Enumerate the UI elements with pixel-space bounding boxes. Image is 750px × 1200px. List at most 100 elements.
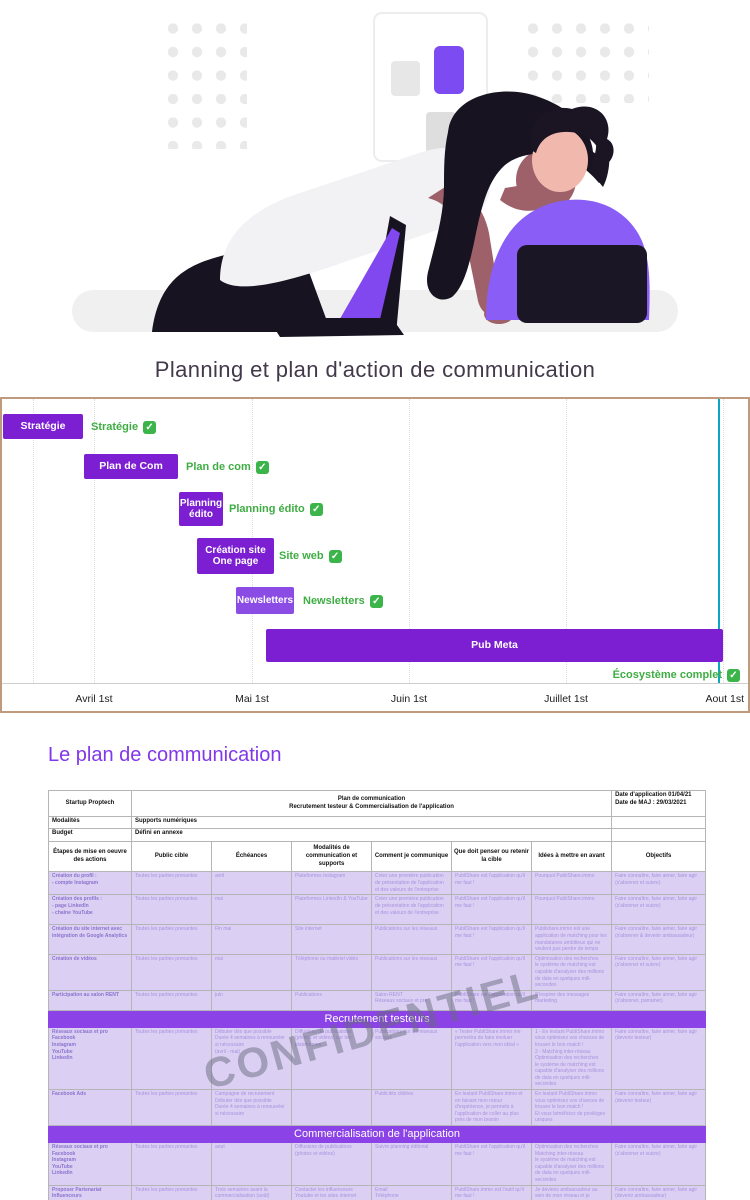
table-row: Budget Défini en annexe <box>48 828 707 842</box>
table-cell: Site internet <box>291 924 372 955</box>
gantt-milestone-ecosysteme: Écosystème complet ✓ <box>613 667 740 683</box>
gantt-bar-planning-edito: Planning édito <box>179 492 223 526</box>
table-cell: Diffusions de publications (photos et vi… <box>291 1026 372 1091</box>
table-row: Startup Proptech Plan de communication Re… <box>48 790 707 817</box>
table-cell: Création de vidéos <box>48 953 132 991</box>
table-cell: Diffusions de publications (photos et vi… <box>291 1142 372 1186</box>
table-cell: Optimisation des recherches Matching int… <box>530 1142 613 1186</box>
table-cell: Publications sur les réseaux sociaux <box>371 1026 452 1091</box>
gridline <box>723 399 724 683</box>
gantt-chart: Stratégie Plan de Com Planning édito Cré… <box>0 397 750 713</box>
status-label: Écosystème complet <box>612 669 722 681</box>
status-label: Planning édito <box>229 503 305 515</box>
x-tick-juillet: Juillet 1st <box>544 693 588 705</box>
table-cell: PubliShare est l'application qu'il me fa… <box>451 924 532 955</box>
table-row: Réseaux sociaux et pro Facebook Instagra… <box>48 1026 707 1091</box>
table-cell: Faire connaître, faire aimer, faire agir… <box>611 989 707 1011</box>
table-cell: mai <box>211 894 292 926</box>
table-cell: Toutes les parties prenantes <box>131 894 212 926</box>
table-cell: Faire connaître, faire aimer, faire agir… <box>611 1184 707 1200</box>
status-label: Stratégie <box>91 421 139 433</box>
table-cell: Débuter dès que possible Durée 4 semaine… <box>211 1026 292 1091</box>
page-title: Planning et plan d'action de communicati… <box>154 357 596 382</box>
gridline <box>566 399 567 683</box>
dots-grid-right <box>514 13 649 103</box>
table-cell: Plateformes Instagram <box>291 871 372 896</box>
table-title-cell: Plan de communication Recrutement testeu… <box>130 790 613 817</box>
table-cell: En testant PubliShare.immo et en faisant… <box>451 1089 532 1127</box>
meta-label-cell: Modalités <box>48 816 132 829</box>
gridline <box>409 399 410 683</box>
table-cell: PubliShare est l'application qu'il me fa… <box>451 953 532 991</box>
table-cell: Toutes les parties prenantes <box>131 1184 212 1200</box>
table-cell: aout <box>211 1142 292 1186</box>
table-row: Modalités Supports numériques <box>48 816 707 829</box>
table-cell: Création du site internet avec intégrati… <box>48 924 132 955</box>
table-row: Étapes de mise en oeuvre des actions Publ… <box>48 840 707 873</box>
table-cell: Suivre planning éditorial <box>371 1142 452 1186</box>
table-cell: Faire connaître, faire aimer, faire agir… <box>611 1026 707 1091</box>
table-cell: Téléphone ou matériel vidéo <box>291 953 372 991</box>
table-cell: avril <box>211 871 292 896</box>
table-cell: Email Téléphone Message privé <box>371 1184 452 1200</box>
table-cell: mai <box>211 953 292 991</box>
table-cell: 1 - En testant PubliShare.immo vous opti… <box>530 1026 613 1091</box>
section-heading: Le plan de communication <box>48 744 282 766</box>
column-header-cell: Idées à mettre en avant <box>530 840 613 873</box>
table-cell: En testant PubliShare.immo vous optimise… <box>530 1089 613 1127</box>
table-cell: PubliShare.immo est l'outil qu'il me fau… <box>451 1184 532 1200</box>
communication-plan: Startup Proptech Plan de communication Re… <box>47 790 707 1200</box>
table-cell: « Tester PubliShare.immo me permettra de… <box>451 1026 532 1091</box>
table-cell: juin <box>211 989 292 1011</box>
meta-value-cell: Supports numériques <box>130 816 613 829</box>
column-header-cell: Public cible <box>131 840 212 873</box>
table-cell: Campagne de recrutement Débuter dès que … <box>211 1089 292 1127</box>
dates-cell: Date d'application 01/04/21 Date de MAJ … <box>611 790 707 817</box>
table-row: Réseaux sociaux et pro Facebook Instagra… <box>48 1142 707 1186</box>
table-cell: Publicités ciblées <box>371 1089 452 1127</box>
table-cell: Plateformes LinkedIn & YouTube <box>291 894 372 926</box>
table-cell: Je deviens ambassadeur au sein de mon ré… <box>530 1184 613 1200</box>
today-marker-line <box>718 399 720 683</box>
gridline <box>33 399 34 683</box>
column-header-cell: Objectifs <box>611 840 707 873</box>
column-header-cell: Comment je communique <box>371 840 452 873</box>
laptop-right <box>517 245 647 323</box>
table-cell: Faire connaître, faire aimer, faire agir… <box>611 924 707 955</box>
table-cell: Faire connaître, faire aimer, faire agir… <box>611 953 707 991</box>
table-cell: Trois semaines avant la commercialisatio… <box>211 1184 292 1200</box>
table-cell: Faire connaître, faire aimer, faire agir… <box>611 871 707 896</box>
table-cell: Créer une première publication de présen… <box>371 871 452 896</box>
status-label: Site web <box>279 550 324 562</box>
table-row: Proposer Partenariat Influenceurs (Youtu… <box>48 1184 707 1200</box>
gantt-bar-strategie: Stratégie <box>3 414 83 439</box>
bar-label: Création site One page <box>205 544 266 568</box>
table-cell: Faire connaître, faire aimer, faire agir… <box>611 1089 707 1127</box>
table-cell: Contacter les influenceurs Youtube et le… <box>291 1184 372 1200</box>
table-row: Création du site internet avec intégrati… <box>48 924 707 955</box>
table-cell: PubliShare est l'application qu'il me fa… <box>451 989 532 1011</box>
table-cell: Toutes les parties prenantes <box>131 924 212 955</box>
bar-label: Stratégie <box>20 420 66 433</box>
bar-label: Plan de Com <box>99 460 163 473</box>
dots-grid-left <box>155 13 247 149</box>
section-band-row: Commercialisation de l'application <box>47 1125 707 1144</box>
gantt-bar-newsletters: Newsletters <box>236 587 294 614</box>
column-header-cell: Que doit penser ou retenir la cible <box>451 840 532 873</box>
bar-label: Newsletters <box>236 594 294 606</box>
column-header-cell: Étapes de mise en oeuvre des actions <box>48 840 132 873</box>
table-cell: Optimisation des recherches le système d… <box>530 953 613 991</box>
table-cell: Créer une première publication de présen… <box>371 894 452 926</box>
table-cell: Toutes les parties prenantes <box>131 1089 212 1127</box>
table-cell: S'inspirer des messages marketing <box>530 989 613 1011</box>
status-label: Plan de com <box>186 461 251 473</box>
table-cell: Publishare.immo est une application de m… <box>530 924 613 955</box>
gantt-status-plan-de-com: Plan de com ✓ <box>186 459 269 475</box>
meta-label-cell: Budget <box>48 828 132 842</box>
gantt-bar-pub-meta: Pub Meta <box>266 629 723 662</box>
person-sitting <box>486 106 650 323</box>
x-tick-mai: Mai 1st <box>235 693 269 705</box>
x-tick-aout: Aout 1st <box>705 693 744 705</box>
gantt-bar-creation-site: Création site One page <box>197 538 274 574</box>
